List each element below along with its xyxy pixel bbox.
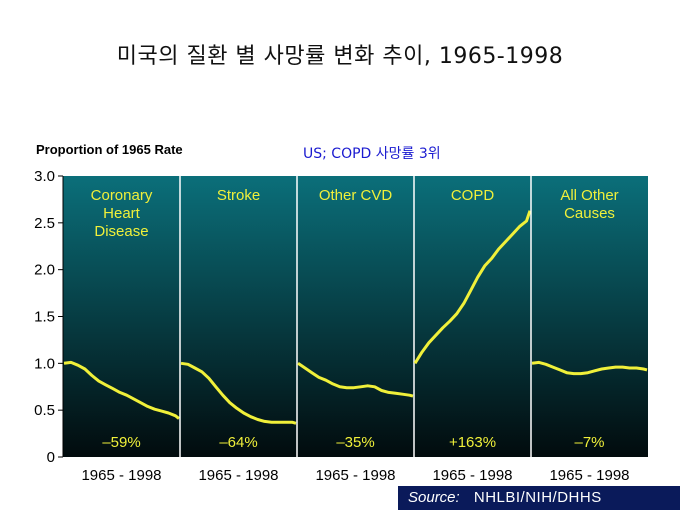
- panel-background: [297, 176, 414, 457]
- panel-background: [531, 176, 648, 457]
- series-line: [413, 210, 532, 365]
- y-tick-label: 1.0: [34, 355, 55, 372]
- y-tick-label: 2.5: [34, 215, 55, 232]
- series-line: [63, 360, 180, 420]
- panel-title: Causes: [564, 205, 615, 222]
- y-tick-label: 2.0: [34, 262, 55, 279]
- series-line: [297, 362, 414, 398]
- panel-copd: COPD +163% 1965 - 1998: [413, 176, 532, 484]
- y-axis-title: Proportion of 1965 Rate: [36, 142, 183, 157]
- y-tick-label: 1.5: [34, 309, 55, 326]
- panel-title: COPD: [451, 187, 495, 204]
- x-tick-label: 1965 - 1998: [432, 467, 512, 484]
- panel-title: Stroke: [217, 187, 260, 204]
- page-title: 미국의 질환 별 사망률 변화 추이, 1965-1998: [116, 44, 564, 69]
- y-tick-label: 0.5: [34, 402, 55, 419]
- x-tick-label: 1965 - 1998: [549, 467, 629, 484]
- change-label: –7%: [574, 434, 604, 451]
- panel-background: [180, 176, 297, 457]
- panel-title: Heart: [103, 205, 141, 222]
- panel-title: Disease: [94, 223, 148, 240]
- source-label: Source:: [408, 489, 460, 506]
- panel-title: Other CVD: [319, 187, 393, 204]
- panel-background: [414, 176, 531, 457]
- y-tick-label: 0: [47, 449, 55, 466]
- source-value: NHLBI/NIH/DHHS: [473, 489, 602, 506]
- panel-other-cvd: Other CVD –35% 1965 - 1998: [296, 176, 414, 484]
- chart-annotation: US; COPD 사망률 3위: [303, 146, 441, 162]
- series-line: [531, 360, 648, 376]
- x-tick-label: 1965 - 1998: [198, 467, 278, 484]
- change-label: –59%: [102, 434, 140, 451]
- change-label: +163%: [449, 434, 496, 451]
- series-line: [180, 361, 297, 425]
- y-tick-label: 3.0: [34, 168, 55, 185]
- x-tick-label: 1965 - 1998: [81, 467, 161, 484]
- change-label: –64%: [219, 434, 257, 451]
- panel-title: All Other: [560, 187, 618, 204]
- panel-title: Coronary: [91, 187, 153, 204]
- x-tick-label: 1965 - 1998: [315, 467, 395, 484]
- panel-stroke: Stroke –64% 1965 - 1998: [179, 176, 297, 484]
- source-box: Source: NHLBI/NIH/DHHS: [398, 486, 680, 510]
- change-label: –35%: [336, 434, 374, 451]
